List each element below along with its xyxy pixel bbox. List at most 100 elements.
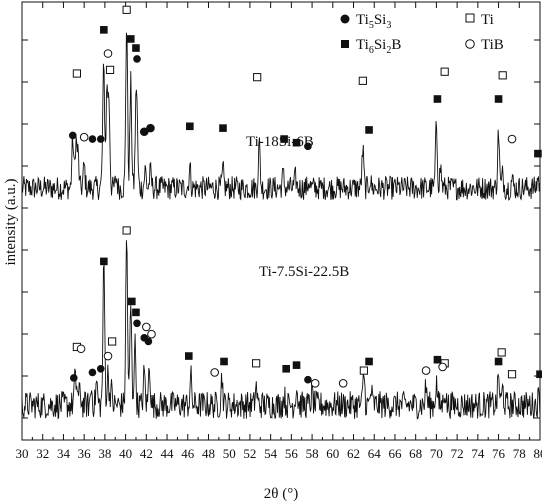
open-square-marker bbox=[72, 69, 82, 78]
filled-circle-marker bbox=[140, 127, 149, 136]
open-square-marker bbox=[358, 76, 367, 85]
open-square-marker bbox=[122, 5, 131, 14]
filled-circle-marker bbox=[144, 337, 153, 346]
filled-square-marker bbox=[100, 257, 108, 266]
filled-square-marker bbox=[280, 135, 288, 143]
series-layer bbox=[21, 32, 541, 420]
x-tick-label: 32 bbox=[36, 446, 49, 461]
open-circle-marker bbox=[103, 351, 113, 361]
open-circle-marker bbox=[147, 329, 156, 339]
filled-square-marker bbox=[433, 95, 442, 103]
legend-label-ti6si2b: Ti6Si2B bbox=[356, 37, 401, 56]
legend: Ti5Si3 Ti6Si2B Ti TiB bbox=[340, 12, 504, 56]
filled-square-marker bbox=[536, 370, 542, 379]
pattern-line-ti-7-5si-22-5b bbox=[21, 240, 541, 420]
x-tick-label: 66 bbox=[388, 446, 402, 461]
x-tick-label: 72 bbox=[451, 446, 464, 461]
open-circle-marker bbox=[338, 379, 348, 388]
filled-square-marker bbox=[494, 95, 503, 103]
x-tick-label: 58 bbox=[306, 446, 319, 461]
open-circle-marker bbox=[421, 366, 431, 375]
filled-circle-marker bbox=[96, 364, 105, 373]
filled-circle-marker bbox=[88, 135, 97, 143]
x-tick-label: 52 bbox=[243, 446, 256, 461]
x-tick-label: 70 bbox=[430, 446, 443, 461]
plot-frame bbox=[21, 1, 541, 441]
x-tick-label: 50 bbox=[223, 446, 236, 461]
open-square-marker bbox=[440, 67, 449, 76]
filled-square-marker bbox=[292, 361, 301, 369]
series-label-top: Ti-18Si-6B bbox=[246, 134, 314, 150]
legend-marker-tib bbox=[465, 39, 475, 49]
phase-markers bbox=[68, 5, 542, 388]
filled-square-marker bbox=[282, 364, 290, 373]
open-square-marker bbox=[252, 359, 261, 368]
x-tick-label: 42 bbox=[140, 446, 153, 461]
open-square-marker bbox=[507, 370, 517, 379]
open-square-marker bbox=[253, 73, 262, 82]
y-axis-label: intensity (a.u.) bbox=[3, 178, 19, 265]
open-circle-marker bbox=[507, 134, 517, 144]
x-tick-label: 76 bbox=[492, 446, 506, 461]
filled-square-marker bbox=[292, 138, 301, 147]
filled-square-marker bbox=[128, 297, 136, 306]
filled-circle-marker bbox=[70, 374, 78, 382]
legend-label-ti5si3: Ti5Si3 bbox=[356, 12, 391, 31]
open-square-marker bbox=[122, 226, 131, 235]
filled-square-marker bbox=[494, 357, 503, 366]
x-tick-label: 80 bbox=[534, 446, 542, 461]
open-square-marker bbox=[497, 348, 506, 357]
filled-square-marker bbox=[219, 124, 227, 132]
series-label-bottom: Ti-7.5Si-22.5B bbox=[259, 264, 349, 280]
x-tick-label: 40 bbox=[119, 446, 132, 461]
x-tick-label: 48 bbox=[202, 446, 215, 461]
filled-square-marker bbox=[132, 308, 140, 317]
filled-square-marker bbox=[534, 149, 542, 158]
filled-circle-marker bbox=[68, 131, 77, 140]
x-tick-label: 38 bbox=[98, 446, 111, 461]
open-circle-marker bbox=[142, 322, 151, 332]
x-axis-ticks: 30 32 34 36 38 40 42 44 46 48 50 52 54 56 58 60 62 64 66 68… bbox=[16, 2, 542, 461]
legend-marker-ti bbox=[465, 13, 475, 23]
filled-circle-marker bbox=[146, 124, 155, 132]
pattern-line-ti-18si-6b bbox=[21, 32, 541, 201]
x-tick-label: 46 bbox=[181, 446, 195, 461]
open-circle-marker bbox=[103, 49, 113, 58]
x-tick-label: 60 bbox=[326, 446, 339, 461]
open-circle-marker bbox=[438, 362, 447, 372]
filled-square-marker bbox=[132, 44, 140, 52]
open-square-marker bbox=[359, 366, 368, 375]
filled-circle-marker bbox=[88, 368, 97, 377]
filled-square-marker bbox=[365, 126, 373, 134]
x-tick-label: 78 bbox=[513, 446, 526, 461]
x-tick-label: 30 bbox=[16, 446, 29, 461]
x-tick-label: 54 bbox=[264, 446, 278, 461]
filled-square-marker bbox=[100, 26, 108, 34]
filled-square-marker bbox=[365, 357, 373, 366]
x-tick-label: 62 bbox=[347, 446, 360, 461]
open-circle-marker bbox=[76, 344, 86, 354]
filled-square-marker bbox=[220, 357, 228, 366]
x-tick-label: 44 bbox=[161, 446, 175, 461]
filled-circle-marker bbox=[96, 135, 105, 143]
filled-square-marker bbox=[184, 352, 193, 360]
filled-circle-marker bbox=[133, 319, 141, 328]
x-tick-label: 36 bbox=[78, 446, 92, 461]
open-square-marker bbox=[498, 71, 507, 80]
filled-circle-marker bbox=[304, 375, 312, 384]
legend-label-tib: TiB bbox=[481, 37, 504, 53]
filled-square-marker bbox=[186, 122, 194, 131]
x-axis-label: 2θ (°) bbox=[264, 486, 298, 502]
open-circle-marker bbox=[310, 379, 320, 388]
x-tick-label: 68 bbox=[409, 446, 422, 461]
open-square-marker bbox=[108, 337, 117, 346]
filled-circle-marker bbox=[304, 142, 312, 151]
x-tick-label: 64 bbox=[368, 446, 382, 461]
legend-label-ti: Ti bbox=[481, 12, 494, 28]
legend-marker-ti5si3 bbox=[340, 14, 350, 24]
open-square-marker bbox=[105, 65, 115, 74]
filled-square-marker bbox=[433, 355, 442, 364]
y-axis-ticks bbox=[22, 39, 540, 419]
open-circle-marker bbox=[210, 368, 219, 377]
